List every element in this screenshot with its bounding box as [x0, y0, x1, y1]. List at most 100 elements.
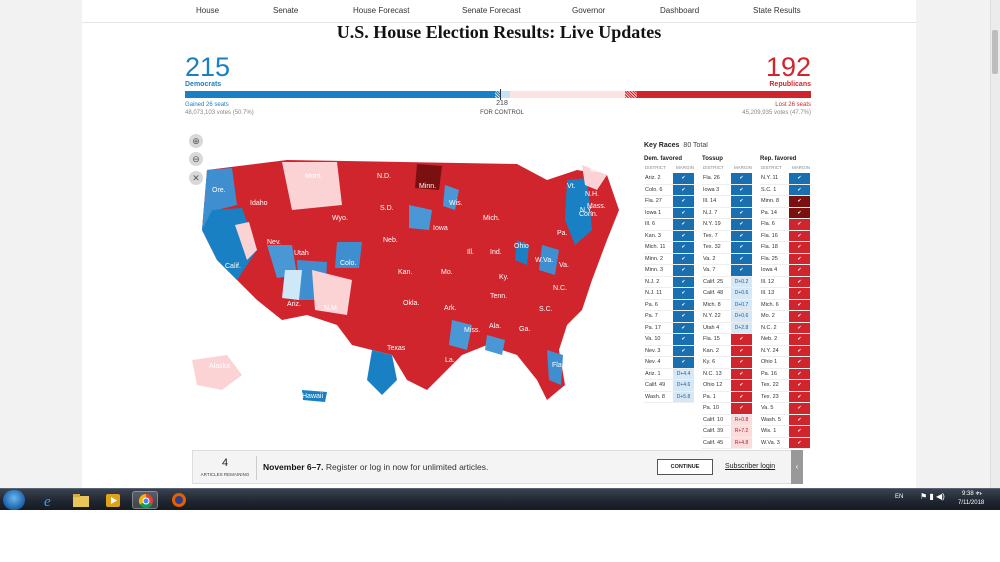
race-row[interactable]: Ariz. 2 ✔	[644, 173, 694, 185]
race-row[interactable]: N.C. 13 ✔	[702, 368, 752, 380]
race-row[interactable]: Tex. 7 ✔	[702, 230, 752, 242]
race-row[interactable]: Nev. 3 ✔	[644, 345, 694, 357]
race-row[interactable]: Va. 10 ✔	[644, 334, 694, 346]
race-row[interactable]: N.Y. 22 D+0.6	[702, 311, 752, 323]
race-row[interactable]: S.C. 1 ✔	[760, 184, 810, 196]
language-indicator[interactable]: EN	[895, 494, 904, 500]
race-row[interactable]: Ariz. 1 D+4.4	[644, 368, 694, 380]
race-row[interactable]: Colo. 6 ✔	[644, 184, 694, 196]
chrome-icon[interactable]	[132, 491, 158, 509]
race-row[interactable]: Fla. 26 ✔	[702, 173, 752, 185]
race-row[interactable]: Ohio 1 ✔	[760, 357, 810, 369]
nav-senate-forecast[interactable]: Senate Forecast	[462, 6, 521, 15]
race-row[interactable]: Pa. 1 ✔	[702, 391, 752, 403]
race-row[interactable]: Tex. 22 ✔	[760, 380, 810, 392]
district-name: Wash. 5	[761, 416, 781, 423]
race-row[interactable]: Fla. 16 ✔	[760, 230, 810, 242]
race-row[interactable]: Va. 7 ✔	[702, 265, 752, 277]
race-row[interactable]: Calif. 49 D+4.6	[644, 380, 694, 392]
race-row[interactable]: Calif. 10 R+0.8	[702, 414, 752, 426]
race-row[interactable]: Pa. 14 ✔	[760, 207, 810, 219]
race-row[interactable]: Wis. 1 ✔	[760, 426, 810, 438]
race-row[interactable]: Mo. 2 ✔	[760, 311, 810, 323]
race-row[interactable]: Wash. 8 D+5.8	[644, 391, 694, 403]
race-row[interactable]: Mich. 8 D+0.7	[702, 299, 752, 311]
race-row[interactable]: W.Va. 3 ✔	[760, 437, 810, 449]
start-button[interactable]	[3, 490, 25, 510]
race-row[interactable]: Fla. 15 ✔	[702, 334, 752, 346]
race-row[interactable]: Calif. 48 D+0.6	[702, 288, 752, 300]
race-row[interactable]: Pa. 10 ✔	[702, 403, 752, 415]
margin-cell: ✔	[789, 426, 810, 437]
race-row[interactable]: Fla. 6 ✔	[760, 219, 810, 231]
race-row[interactable]: Tex. 23 ✔	[760, 391, 810, 403]
race-row[interactable]: Ohio 12 ✔	[702, 380, 752, 392]
race-row[interactable]: Va. 2 ✔	[702, 253, 752, 265]
race-row[interactable]: Iowa 1 ✔	[644, 207, 694, 219]
nav-senate[interactable]: Senate	[273, 6, 299, 15]
firefox-icon[interactable]	[166, 491, 192, 509]
race-row[interactable]: Fla. 25 ✔	[760, 253, 810, 265]
race-row[interactable]: Calif. 25 D+0.2	[702, 276, 752, 288]
tray-icons[interactable]: ⚑ ▮ ◀)	[920, 492, 945, 501]
zoom-out-button[interactable]: ⊖	[189, 152, 203, 166]
race-row[interactable]: Kan. 3 ✔	[644, 230, 694, 242]
map-shapes	[192, 160, 619, 402]
race-row[interactable]: Minn. 2 ✔	[644, 253, 694, 265]
race-row[interactable]: Pa. 7 ✔	[644, 311, 694, 323]
race-row[interactable]: Ill. 13 ✔	[760, 288, 810, 300]
race-row[interactable]: Minn. 3 ✔	[644, 265, 694, 277]
nav-house[interactable]: House	[196, 6, 220, 15]
race-row[interactable]: Wash. 5 ✔	[760, 414, 810, 426]
race-row[interactable]: Tex. 32 ✔	[702, 242, 752, 254]
rep-seat-count: 192	[765, 52, 811, 82]
nav-governor[interactable]: Governor	[572, 6, 606, 15]
race-row[interactable]: N.Y. 24 ✔	[760, 345, 810, 357]
race-row[interactable]: N.Y. 19 ✔	[702, 219, 752, 231]
race-row[interactable]: Nev. 4 ✔	[644, 357, 694, 369]
race-row[interactable]: N.J. 11 ✔	[644, 288, 694, 300]
nav-state-results[interactable]: State Results	[753, 6, 801, 15]
internet-explorer-icon[interactable]: e	[36, 491, 62, 510]
race-row[interactable]: Neb. 2 ✔	[760, 334, 810, 346]
scrollbar-thumb[interactable]	[992, 30, 998, 74]
race-row[interactable]: Iowa 3 ✔	[702, 184, 752, 196]
race-row[interactable]: Pa. 17 ✔	[644, 322, 694, 334]
margin-cell: ✔	[789, 322, 810, 333]
nav-house-forecast[interactable]: House Forecast	[353, 6, 410, 15]
race-row[interactable]: N.J. 7 ✔	[702, 207, 752, 219]
clock-time[interactable]: 9:38 ቀኑ	[962, 491, 983, 497]
chevron-left-icon[interactable]: ‹	[791, 450, 803, 484]
race-row[interactable]: Calif. 45 R+4.8	[702, 437, 752, 449]
race-row[interactable]: Kan. 2 ✔	[702, 345, 752, 357]
race-row[interactable]: Utah 4 D+2.8	[702, 322, 752, 334]
race-row[interactable]: Iowa 4 ✔	[760, 265, 810, 277]
race-row[interactable]: N.J. 2 ✔	[644, 276, 694, 288]
race-row[interactable]: Pa. 6 ✔	[644, 299, 694, 311]
race-row[interactable]: Calif. 39 R+7.2	[702, 426, 752, 438]
us-house-map[interactable]: Wash. Ore. Idaho Mont. N.D. Minn. Wis. M…	[187, 150, 627, 410]
race-row[interactable]: Ill. 12 ✔	[760, 276, 810, 288]
media-player-icon[interactable]	[100, 491, 126, 509]
district-name: N.J. 7	[703, 209, 718, 216]
scrollbar[interactable]	[990, 0, 1000, 488]
race-row[interactable]: Minn. 8 ✔	[760, 196, 810, 208]
continue-button[interactable]: CONTINUE	[657, 459, 713, 475]
race-row[interactable]: Fla. 18 ✔	[760, 242, 810, 254]
race-row[interactable]: N.C. 2 ✔	[760, 322, 810, 334]
race-row[interactable]: Pa. 16 ✔	[760, 368, 810, 380]
race-row[interactable]: Ky. 6 ✔	[702, 357, 752, 369]
race-row[interactable]: Mich. 11 ✔	[644, 242, 694, 254]
race-row[interactable]: Va. 5 ✔	[760, 403, 810, 415]
clock-date[interactable]: 7/11/2018	[958, 500, 985, 506]
race-row[interactable]: N.Y. 11 ✔	[760, 173, 810, 185]
race-row[interactable]: Mich. 6 ✔	[760, 299, 810, 311]
race-row[interactable]: Fla. 27 ✔	[644, 196, 694, 208]
zoom-in-button[interactable]: ⊕	[189, 134, 203, 148]
subscriber-login-link[interactable]: Subscriber login	[725, 463, 776, 470]
nav-dashboard[interactable]: Dashboard	[660, 6, 700, 15]
race-row[interactable]: Ill. 6 ✔	[644, 219, 694, 231]
file-explorer-icon[interactable]	[68, 491, 94, 509]
reset-map-button[interactable]: ✕	[189, 171, 203, 185]
race-row[interactable]: Ill. 14 ✔	[702, 196, 752, 208]
